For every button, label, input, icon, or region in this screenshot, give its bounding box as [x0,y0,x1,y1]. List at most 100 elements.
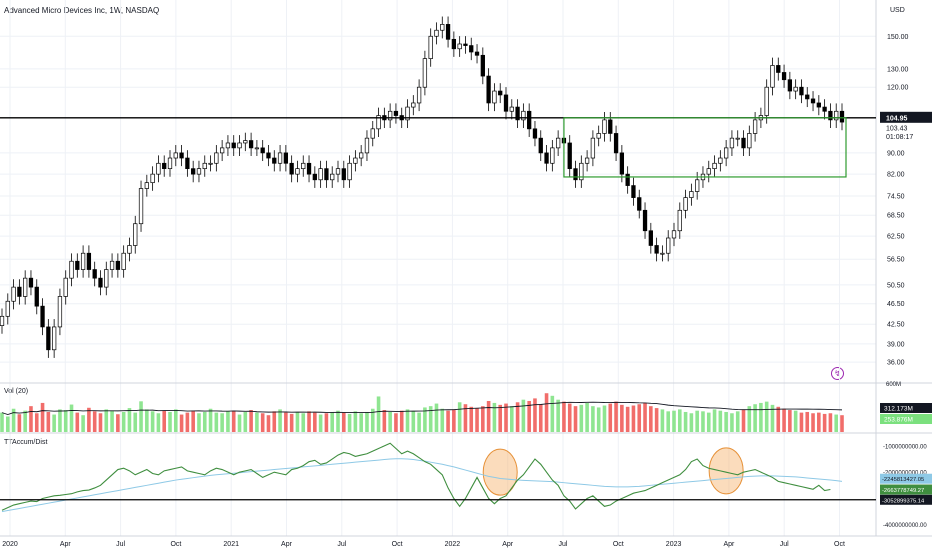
candle-body [127,245,132,254]
volume-bars [0,393,844,432]
candle-body [34,286,39,307]
candle-body [115,260,121,270]
volume-bar [672,410,676,432]
x-tick-label: Apr [723,541,735,548]
volume-bar [388,411,392,432]
candle-body [434,29,439,37]
candle-body [11,286,16,302]
x-tick-label: Oct [170,541,181,548]
candle-body [370,128,375,139]
y-tick-label: 62.50 [887,234,905,241]
volume-bar [191,410,195,432]
y-tick-label: 46.50 [887,301,905,308]
candle-body [422,58,428,88]
candle-series [0,16,845,358]
candle-body [283,152,289,164]
indicator-tick-label: -4000000000.00 [883,523,927,529]
candle-body [735,137,740,140]
volume-bar [313,412,317,432]
candle-body [579,162,584,181]
volume-bar [817,412,821,432]
candle-body [729,137,735,149]
volume-bar [266,415,271,432]
range-box [563,117,847,178]
candle-body [613,133,619,154]
x-tick-label: Apr [502,541,514,548]
volume-bar [289,413,294,432]
candle-body [266,152,271,159]
volume-bar [666,411,671,432]
x-tick-label: Oct [613,541,624,548]
candle-body [590,137,596,159]
volume-bar [788,410,792,432]
indicator-value-badge [880,494,932,505]
alert-bolt-icon[interactable]: ↯ [831,367,844,380]
volume-ma-line [1,401,843,416]
volume-bar [202,411,207,432]
close-price-label: 103.43 [886,125,908,132]
volume-bar [365,411,369,432]
candle-body [625,173,630,186]
candle-body [544,152,549,164]
candle-body [787,79,793,92]
volume-bar [394,413,398,432]
volume-bar [515,402,520,432]
candle-body [196,168,202,175]
volume-bar [504,403,508,432]
candle-body [793,86,798,92]
volume-bar [793,410,798,432]
volume-bar [318,414,323,432]
candle-body [712,162,717,170]
candle-body [666,237,671,254]
candle-body [359,152,364,159]
last-price-label: 104.95 [886,115,908,122]
volume-bar [677,409,682,432]
candle-body [509,106,514,112]
candle-body [839,110,845,123]
volume-bar [481,406,485,432]
indicator-value-label: -2245813427.05 [882,477,924,483]
volume-bar [255,412,259,432]
candle-body [776,65,781,73]
volume-bar [654,408,659,432]
volume-bar [822,413,827,432]
y-tick-label: 150.00 [887,34,909,41]
accum-dist-line [1,442,831,511]
volume-bar [411,411,416,432]
volume-bar [730,413,734,432]
candle-body [254,147,260,150]
candle-body [567,142,572,170]
volume-bar [486,400,491,432]
volume-bar [278,409,282,432]
candle-body [23,277,28,297]
volume-bar [405,409,410,432]
volume-bar [718,410,723,432]
volume-bar [834,414,839,432]
indicator-pane-label: TTAccum/Dist [4,439,48,446]
x-tick-label: Apr [281,541,293,548]
volume-bar [625,406,630,432]
volume-bar [249,410,253,432]
x-tick-label: 2023 [666,541,682,548]
candle-body [156,162,161,175]
candle-body [469,45,474,53]
candle-body [231,142,236,149]
volume-bar [631,405,636,432]
candle-body [225,142,231,149]
volume-bar [376,396,381,432]
volume-bar [63,410,68,432]
volume-bar [347,413,352,432]
candle-body [387,110,393,121]
candle-body [248,140,254,149]
candle-body [584,157,590,164]
volume-bar [29,406,33,432]
indicator-tick-label: -2000000000.00 [883,471,927,477]
x-tick-label: Apr [60,541,72,548]
volume-bar [701,411,705,432]
candle-body [202,162,207,170]
volume-bar [695,410,699,432]
candle-body [555,137,561,149]
currency-label[interactable]: USD [890,7,905,14]
volume-pane-label: Vol (20) [4,388,29,395]
volume-bar [330,411,335,432]
